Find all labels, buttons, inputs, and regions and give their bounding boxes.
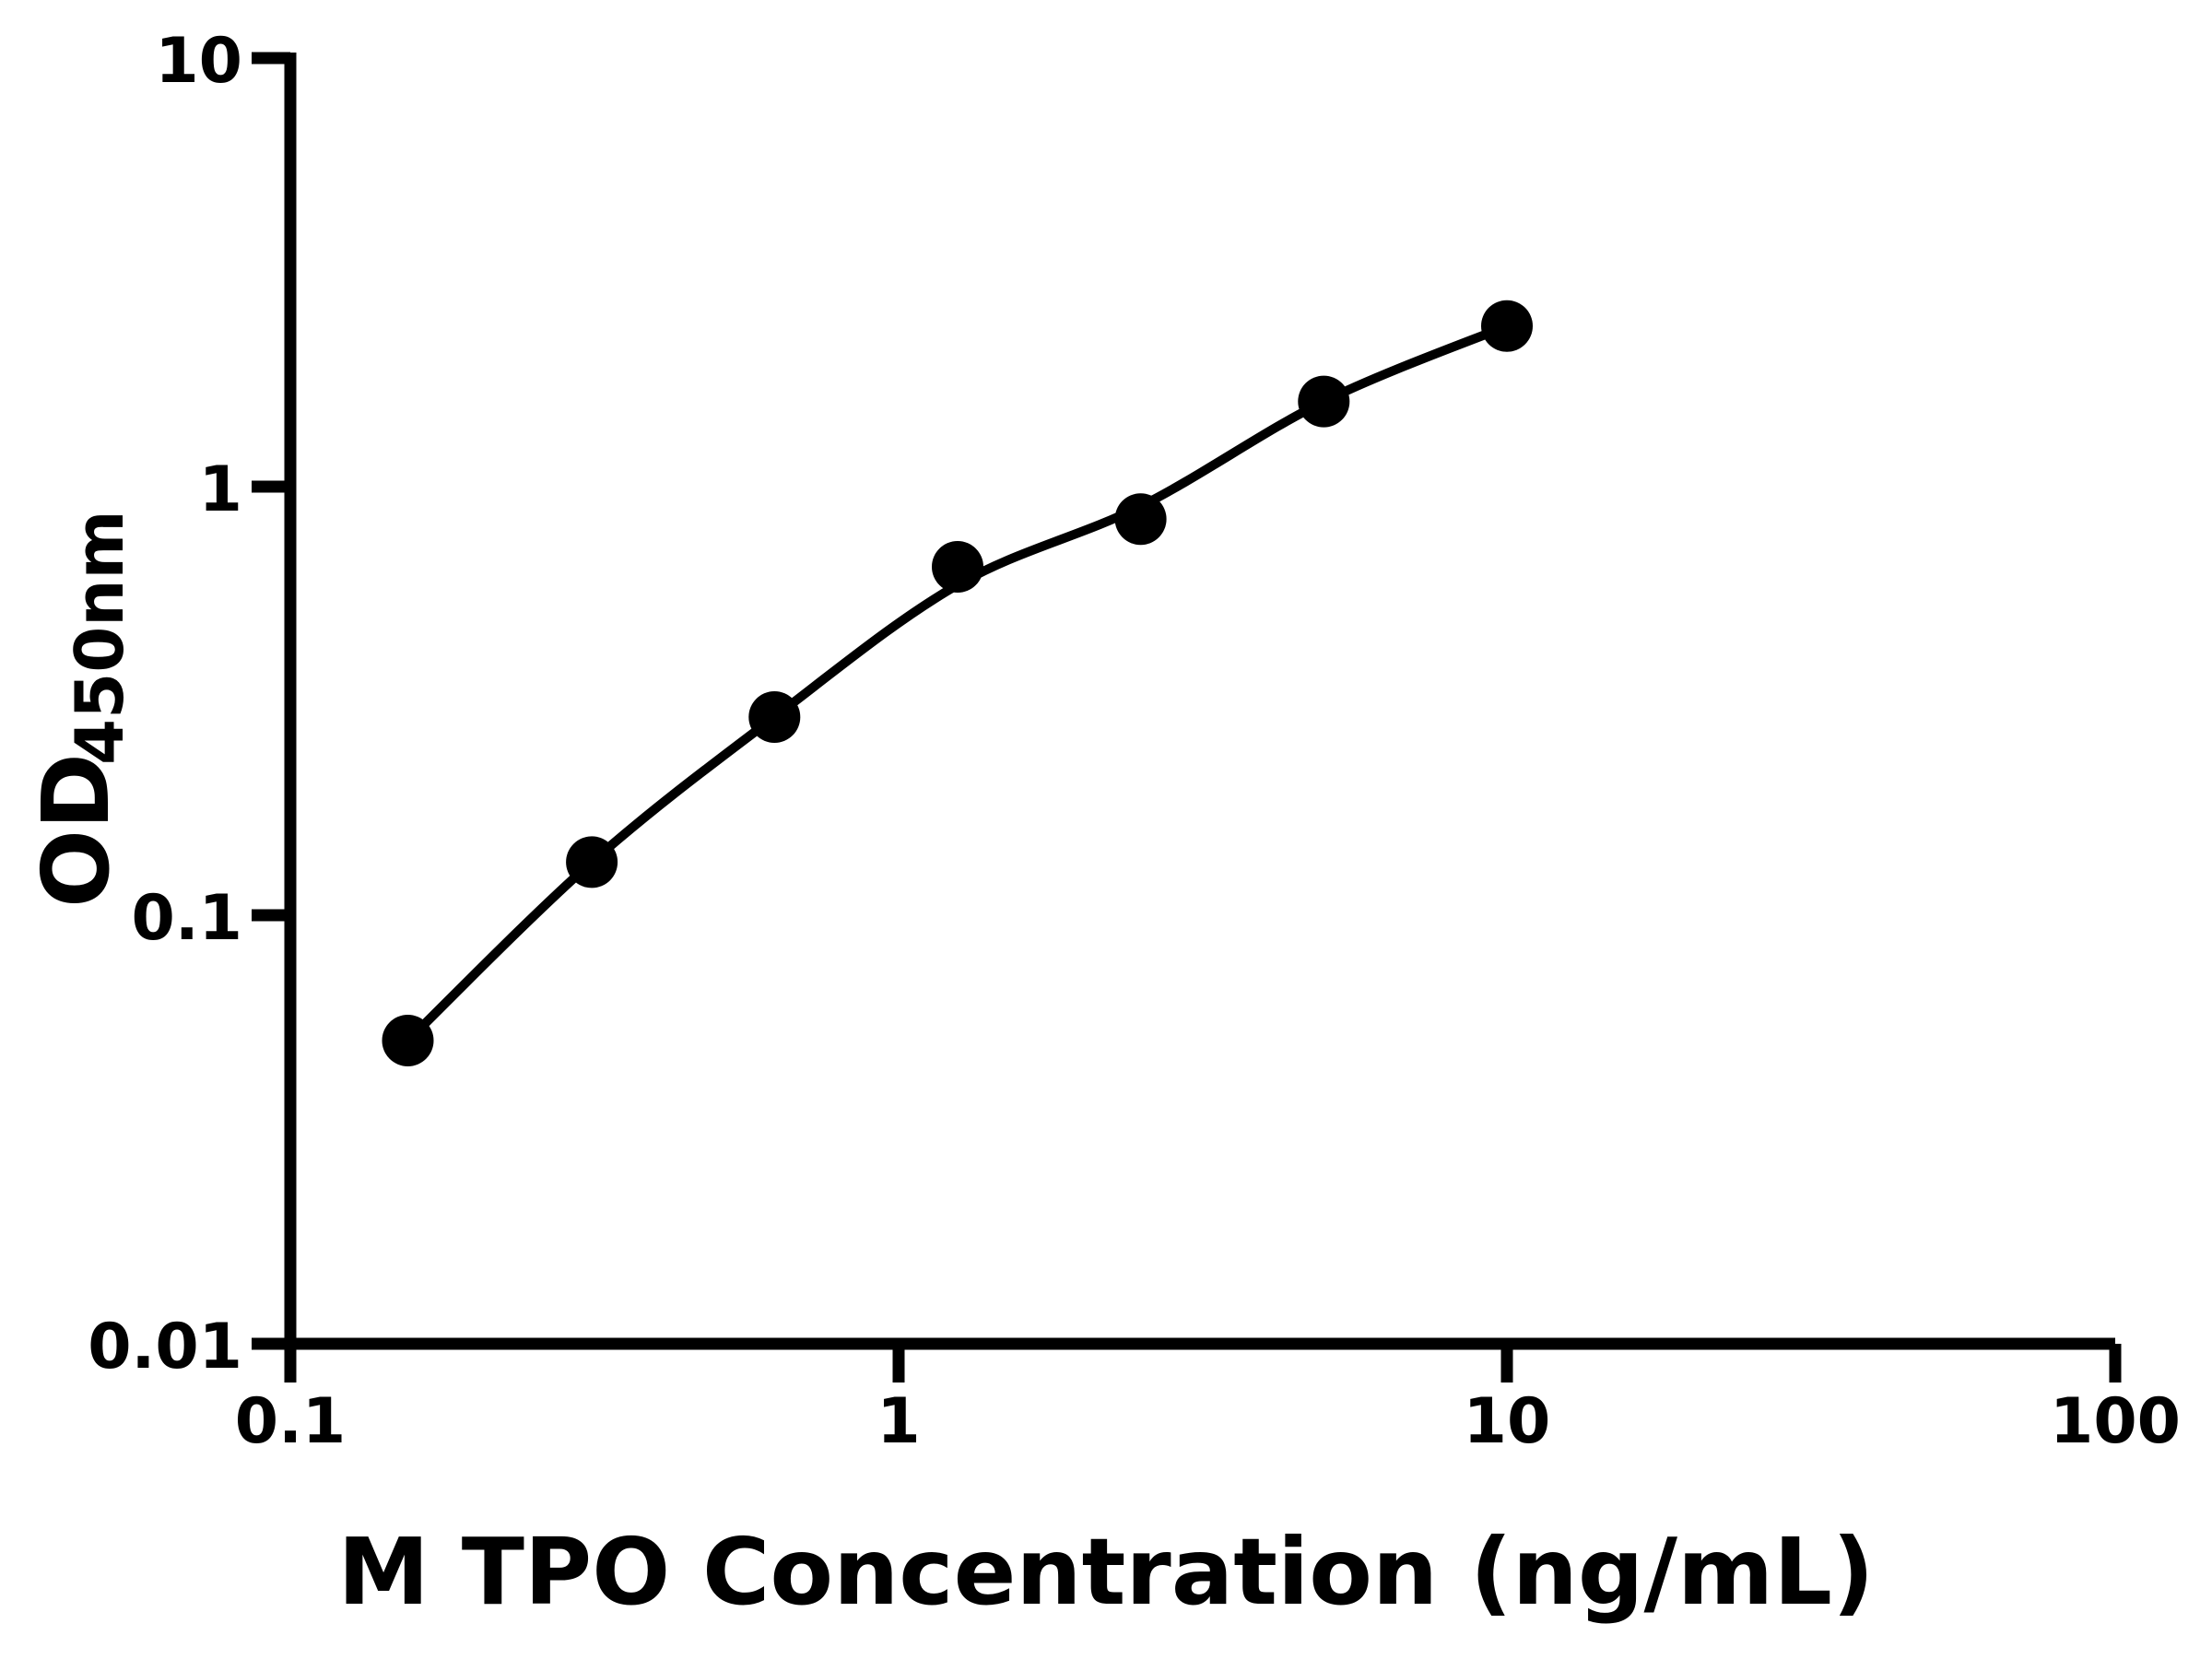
x-tick-label-10: 10 bbox=[1464, 1385, 1551, 1458]
data-point-3 bbox=[748, 691, 801, 743]
data-point-5 bbox=[1114, 493, 1167, 546]
data-point-2 bbox=[566, 836, 618, 888]
x-axis-title: M TPO Concentration (ng/mL) bbox=[337, 1518, 1874, 1626]
data-point-7 bbox=[1481, 300, 1533, 352]
y-tick-label-0.1: 0.1 bbox=[132, 882, 242, 955]
x-tick-label-100: 100 bbox=[2050, 1385, 2181, 1458]
fit-curve-line bbox=[405, 322, 1509, 1044]
axis-ticks bbox=[252, 52, 2122, 1382]
y-tick-label-1: 1 bbox=[199, 453, 242, 526]
y-axis-title-main: OD bbox=[22, 753, 130, 908]
y-tick-label-10: 10 bbox=[155, 25, 242, 98]
y-axis-title: OD 450nm bbox=[22, 510, 138, 908]
data-point-1 bbox=[382, 1015, 434, 1066]
y-tick-label-0.01: 0.01 bbox=[88, 1311, 242, 1383]
axes bbox=[252, 53, 2115, 1382]
x-tick-label-0.1: 0.1 bbox=[235, 1385, 346, 1458]
data-point-6 bbox=[1298, 375, 1350, 428]
x-tick-label-1: 1 bbox=[877, 1385, 920, 1458]
data-points bbox=[382, 300, 1533, 1066]
data-point-4 bbox=[932, 541, 983, 593]
y-axis-title-subscript: 450nm bbox=[61, 510, 138, 765]
